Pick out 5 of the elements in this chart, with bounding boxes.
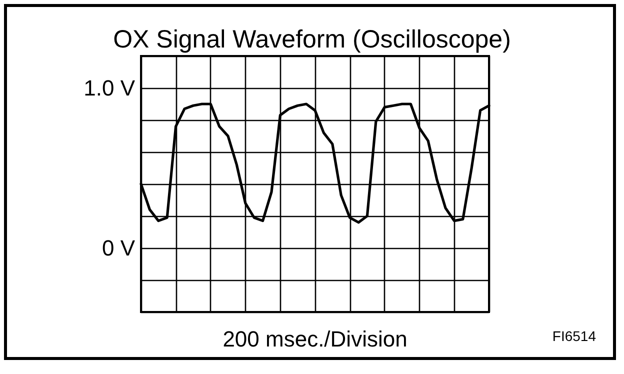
y-tick-label: 0 V xyxy=(102,236,136,260)
chart-title: OX Signal Waveform (Oscilloscope) xyxy=(113,26,511,54)
x-axis-title: 200 msec./Division xyxy=(222,326,408,352)
y-tick-label: 1.0 V xyxy=(84,76,136,100)
text: FI6514 xyxy=(552,328,596,344)
